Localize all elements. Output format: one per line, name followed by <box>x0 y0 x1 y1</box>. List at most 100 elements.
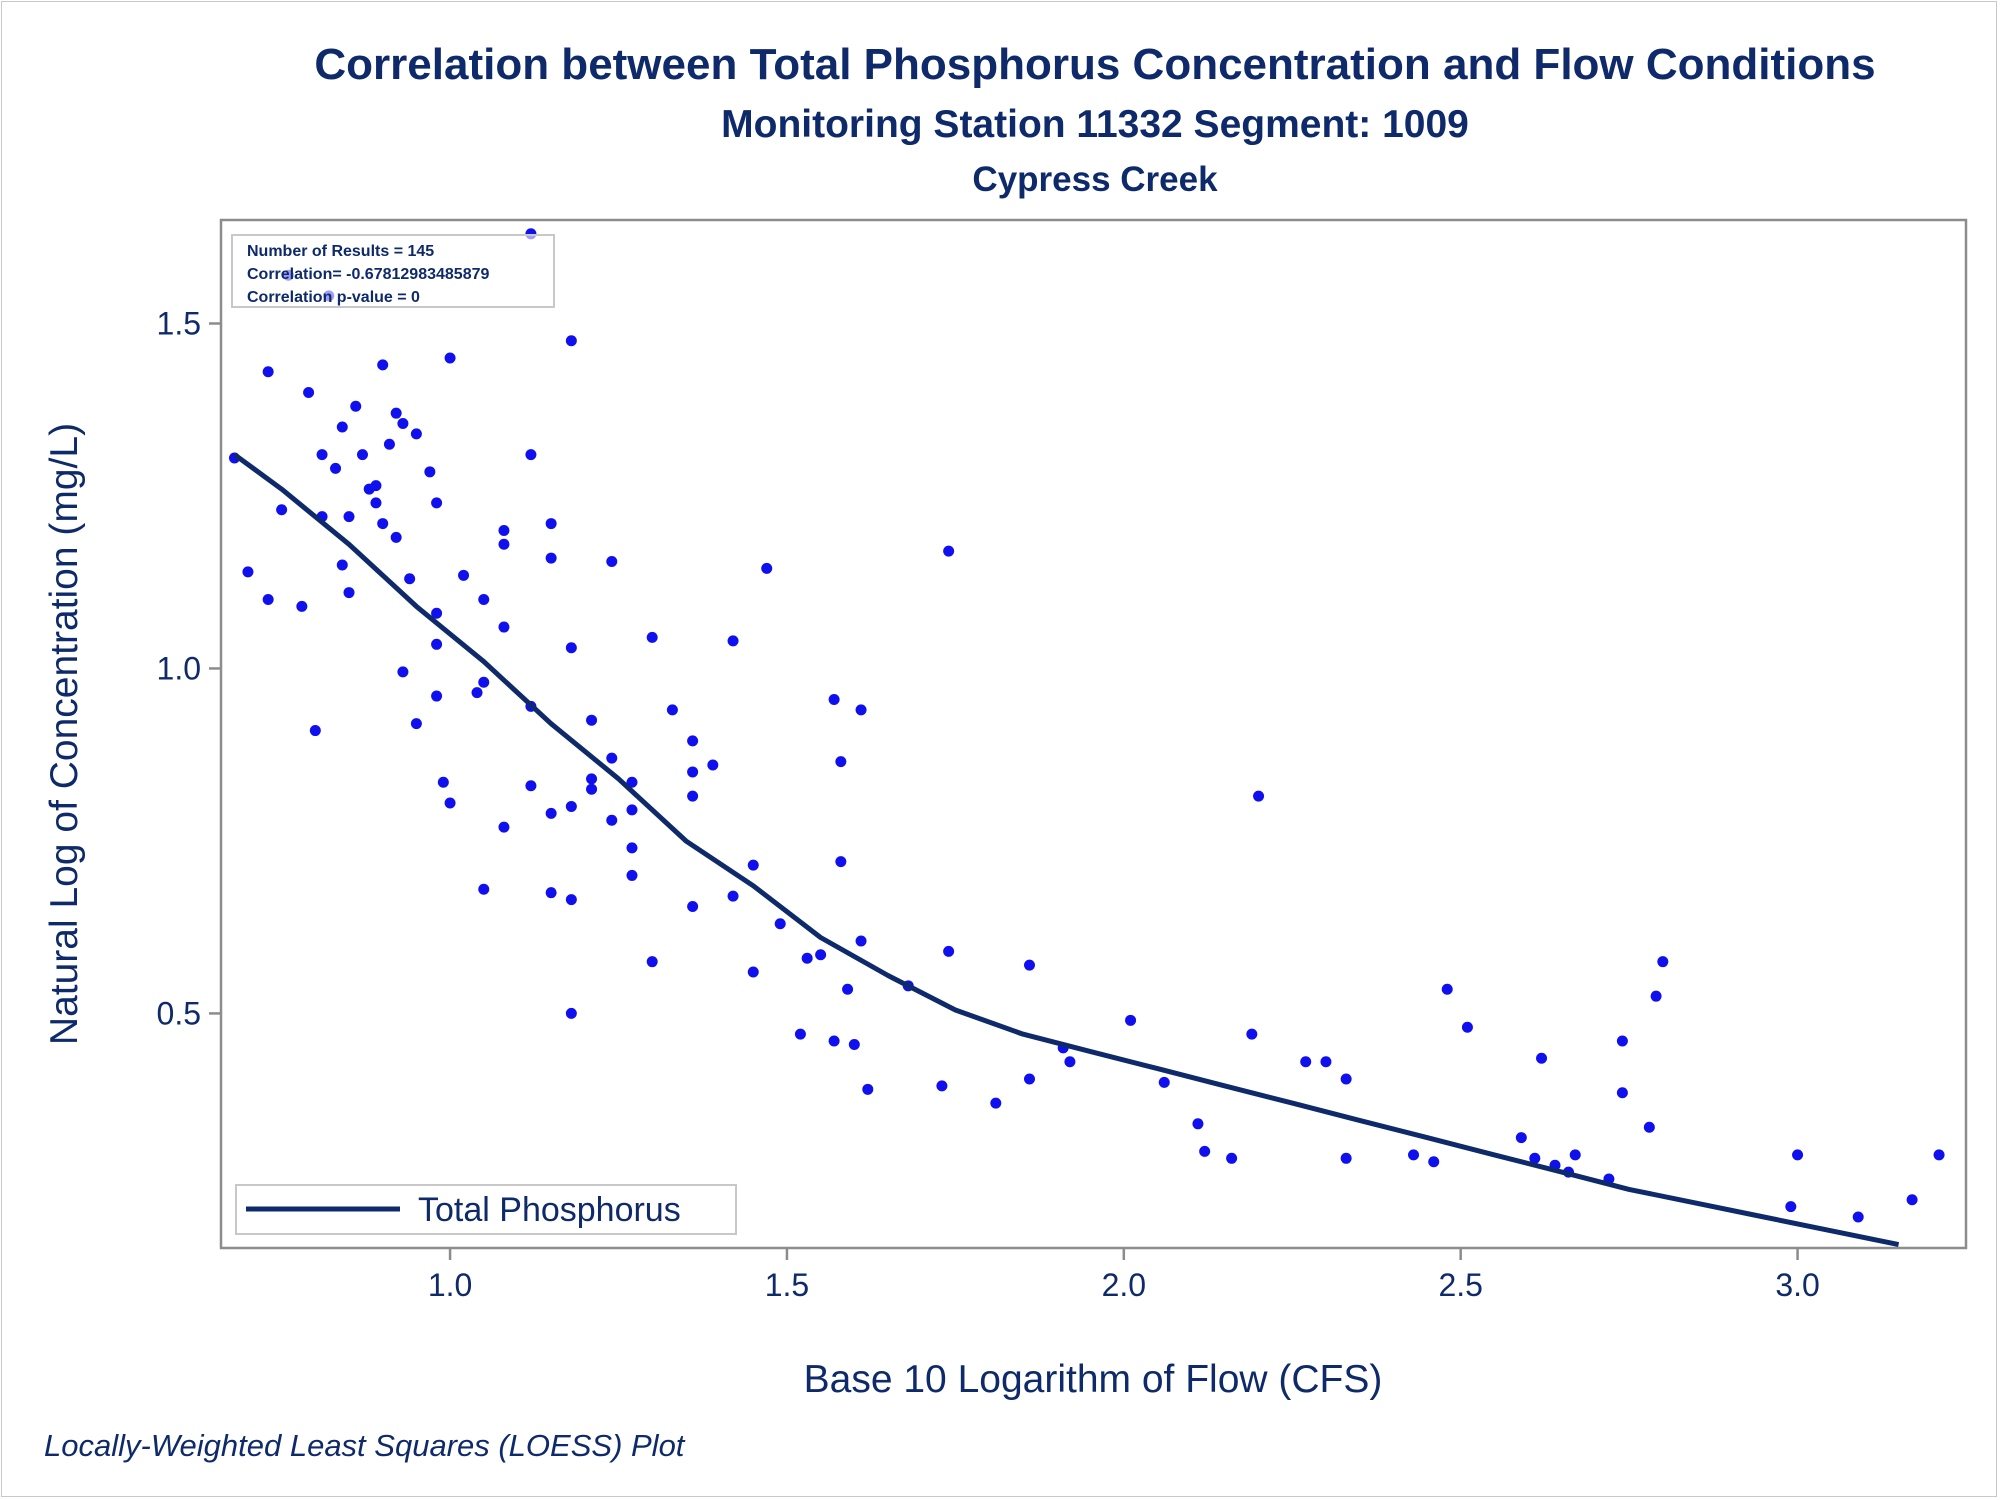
data-point <box>1408 1149 1420 1161</box>
data-point <box>377 518 389 530</box>
data-point <box>404 573 416 585</box>
data-point <box>330 462 342 474</box>
data-point <box>565 1007 577 1019</box>
data-point <box>498 621 510 633</box>
stats-box: Number of Results = 145 Correlation= -0.… <box>231 234 555 308</box>
data-point <box>1792 1149 1804 1161</box>
data-point <box>498 538 510 550</box>
data-point <box>565 800 577 812</box>
data-point <box>1199 1145 1211 1157</box>
data-point <box>1064 1056 1076 1068</box>
x-tick-label: 2.0 <box>1102 1267 1146 1303</box>
data-point <box>471 687 483 699</box>
data-point <box>1023 959 1035 971</box>
data-point <box>296 600 308 612</box>
data-point <box>990 1097 1002 1109</box>
data-point <box>586 783 598 795</box>
data-point <box>424 466 436 478</box>
data-point <box>444 797 456 809</box>
data-point <box>1428 1156 1440 1168</box>
data-point <box>606 556 618 568</box>
data-point <box>309 725 321 737</box>
data-point <box>1906 1194 1918 1206</box>
data-point <box>1536 1052 1548 1064</box>
data-point <box>478 676 490 688</box>
data-point <box>350 400 362 412</box>
data-point <box>1933 1149 1945 1161</box>
y-tick-label: 1.0 <box>157 650 201 686</box>
stats-count: Number of Results = 145 <box>247 243 434 260</box>
data-point <box>1253 790 1265 802</box>
data-point <box>262 593 274 605</box>
data-point <box>316 449 328 461</box>
x-tick-label: 1.5 <box>765 1267 809 1303</box>
data-point <box>1569 1149 1581 1161</box>
data-point <box>565 894 577 906</box>
data-point <box>1320 1056 1332 1068</box>
data-point <box>586 714 598 726</box>
data-point <box>431 607 443 619</box>
data-point <box>747 966 759 978</box>
data-point <box>525 449 537 461</box>
data-point <box>1650 990 1662 1002</box>
stats-box-frame <box>231 234 555 308</box>
data-point <box>1515 1132 1527 1144</box>
data-point <box>545 807 557 819</box>
data-point <box>397 666 409 678</box>
chart-subtitle-station: Monitoring Station 11332 Segment: 1009 <box>721 103 1469 146</box>
y-tick-label: 0.5 <box>157 995 201 1031</box>
data-point <box>1340 1152 1352 1164</box>
legend-label: Total Phosphorus <box>418 1191 681 1229</box>
data-point <box>1616 1035 1628 1047</box>
stats-correlation: Correlation= -0.67812983485879 <box>247 266 489 283</box>
data-point <box>343 511 355 523</box>
data-point <box>377 359 389 371</box>
y-tick-label: 1.5 <box>157 305 201 341</box>
data-point <box>262 366 274 378</box>
data-point <box>431 638 443 650</box>
data-point <box>1852 1211 1864 1223</box>
data-points <box>228 228 1945 1223</box>
data-point <box>390 531 402 543</box>
data-point <box>458 569 470 581</box>
data-point <box>383 438 395 450</box>
data-point <box>370 497 382 509</box>
data-point <box>565 335 577 347</box>
data-point <box>855 704 867 716</box>
data-point <box>1300 1056 1312 1068</box>
data-point <box>1023 1073 1035 1085</box>
data-point <box>1340 1073 1352 1085</box>
data-point <box>1529 1152 1541 1164</box>
data-point <box>1441 983 1453 995</box>
data-point <box>747 859 759 871</box>
data-point <box>943 545 955 557</box>
data-point <box>545 518 557 530</box>
data-point <box>276 504 288 516</box>
stats-pvalue: Correlation p-value = 0 <box>247 289 420 306</box>
data-point <box>835 856 847 868</box>
data-point <box>390 407 402 419</box>
data-point <box>1657 956 1669 968</box>
data-point <box>498 524 510 536</box>
data-point <box>606 752 618 764</box>
data-point <box>842 983 854 995</box>
x-tick-label: 1.0 <box>428 1267 472 1303</box>
data-point <box>626 869 638 881</box>
footnote: Locally-Weighted Least Squares (LOESS) P… <box>44 1428 685 1463</box>
data-point <box>431 690 443 702</box>
data-point <box>687 735 699 747</box>
data-point <box>478 883 490 895</box>
data-point <box>397 418 409 430</box>
data-point <box>303 386 315 398</box>
data-point <box>828 1035 840 1047</box>
data-point <box>1616 1087 1628 1099</box>
data-point <box>1125 1014 1137 1026</box>
data-point <box>525 780 537 792</box>
data-point <box>1226 1152 1238 1164</box>
data-point <box>828 694 840 706</box>
legend: Total Phosphorus <box>235 1184 737 1235</box>
data-point <box>437 776 449 788</box>
data-point <box>687 790 699 802</box>
data-point <box>848 1038 860 1050</box>
